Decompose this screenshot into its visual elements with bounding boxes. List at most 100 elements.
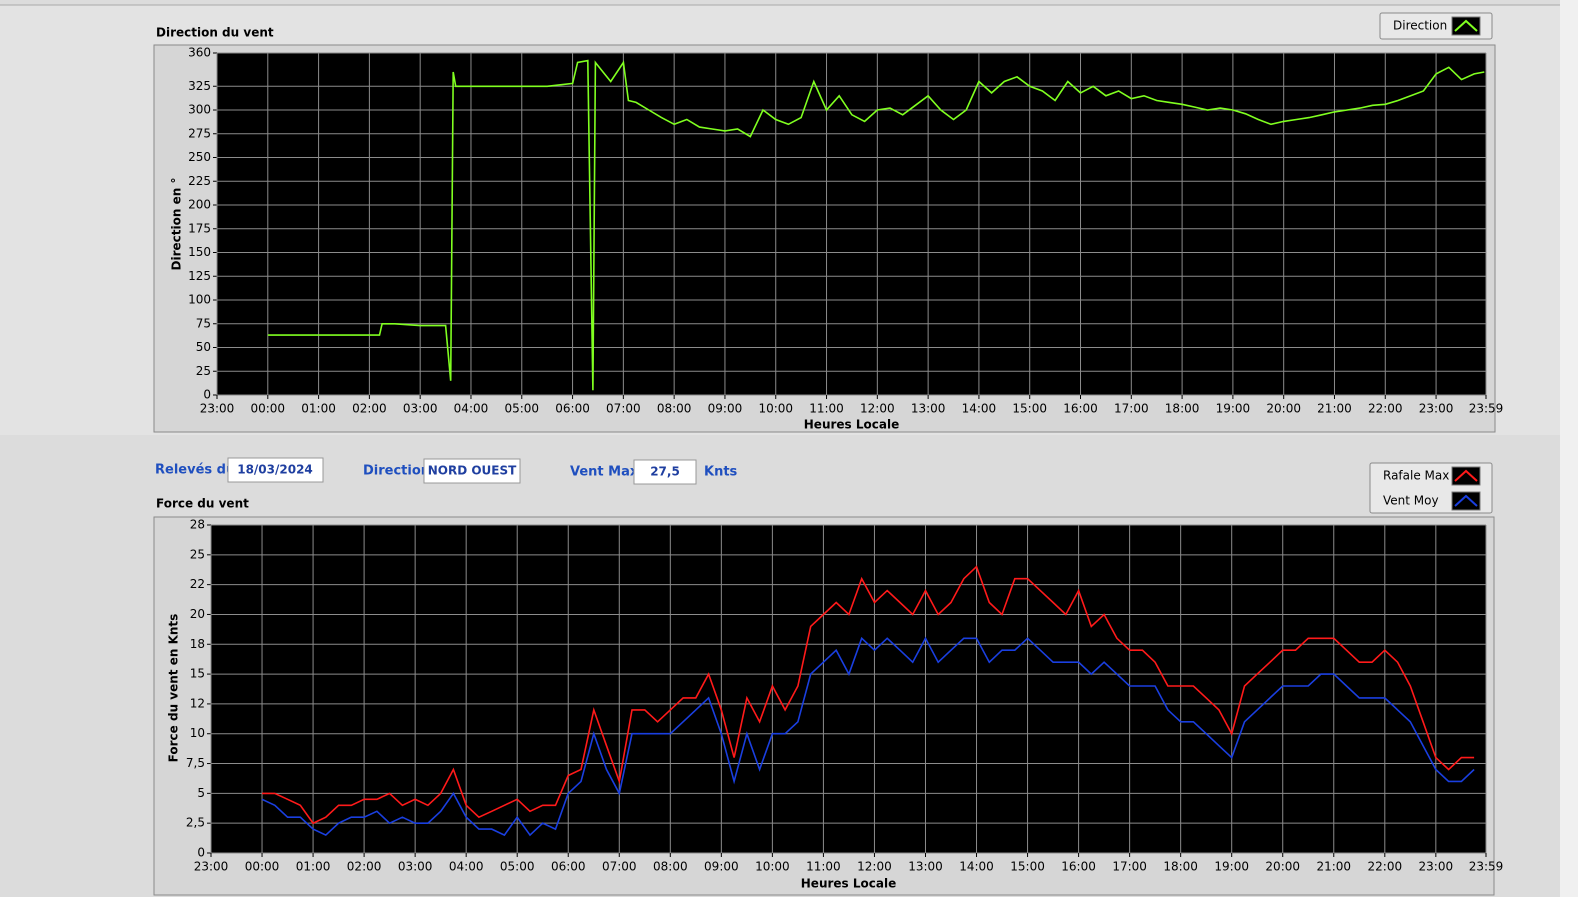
x-axis-title: Heures Locale <box>801 877 896 891</box>
x-tick-label: 01:00 <box>301 402 336 416</box>
x-tick-label: 23:59 <box>1469 402 1504 416</box>
y-axis-title: Force du vent en Knts <box>167 614 181 763</box>
y-tick-label: 7,5 <box>186 756 205 770</box>
y-tick-label: 25 <box>190 547 205 561</box>
y-tick-label: 10 <box>190 726 205 740</box>
legend-swatch <box>1454 19 1478 32</box>
plot-area <box>211 525 1486 853</box>
vent-max-value: 27,5 <box>650 465 680 479</box>
x-tick-label: 12:00 <box>857 860 892 874</box>
direction-box[interactable] <box>423 458 521 484</box>
date-value: 18/03/2024 <box>237 463 313 477</box>
y-tick-label: 300 <box>188 103 211 117</box>
x-tick-label: 13:00 <box>908 860 943 874</box>
x-tick-label: 10:00 <box>755 860 790 874</box>
x-tick-label: 00:00 <box>250 402 285 416</box>
x-tick-label: 04:00 <box>449 860 484 874</box>
x-tick-label: 07:00 <box>602 860 637 874</box>
y-tick-label: 2,5 <box>186 816 205 830</box>
y-tick-label: 18 <box>190 637 205 651</box>
x-tick-label: 18:00 <box>1165 402 1200 416</box>
x-tick-label: 17:00 <box>1112 860 1147 874</box>
direction-label: Direction <box>363 464 430 479</box>
x-tick-label: 04:00 <box>454 402 489 416</box>
x-tick-label: 01:00 <box>296 860 331 874</box>
y-tick-label: 100 <box>188 293 211 307</box>
x-tick-label: 23:00 <box>1419 402 1454 416</box>
series-line <box>262 565 1475 825</box>
legend-label: Rafale Max <box>1383 469 1449 483</box>
date-box[interactable] <box>227 457 324 483</box>
x-tick-label: 03:00 <box>398 860 433 874</box>
x-tick-label: 16:00 <box>1063 402 1098 416</box>
x-tick-label: 12:00 <box>860 402 895 416</box>
x-tick-label: 23:00 <box>200 402 235 416</box>
chart-title: Force du vent <box>156 497 249 511</box>
y-tick-label: 22 <box>190 577 205 591</box>
x-tick-label: 22:00 <box>1368 860 1403 874</box>
y-tick-label: 12 <box>190 696 205 710</box>
x-tick-label: 19:00 <box>1214 860 1249 874</box>
x-tick-label: 08:00 <box>653 860 688 874</box>
direction-value: NORD OUEST <box>428 464 517 478</box>
x-tick-label: 17:00 <box>1114 402 1149 416</box>
x-tick-label: 23:59 <box>1469 860 1504 874</box>
right-strip <box>1560 0 1578 897</box>
x-tick-label: 23:00 <box>194 860 229 874</box>
y-tick-label: 15 <box>190 667 205 681</box>
date-label: Relevés du <box>155 463 235 478</box>
y-tick-label: 325 <box>188 79 211 93</box>
legend-swatch <box>1454 494 1478 507</box>
series-line <box>267 59 1485 391</box>
x-tick-label: 22:00 <box>1368 402 1403 416</box>
y-tick-label: 360 <box>188 46 211 60</box>
x-tick-label: 10:00 <box>758 402 793 416</box>
vent-max-label: Vent Max <box>570 465 639 480</box>
y-tick-label: 75 <box>196 316 211 330</box>
y-tick-label: 0 <box>203 388 211 402</box>
x-tick-label: 14:00 <box>959 860 994 874</box>
x-tick-label: 15:00 <box>1012 402 1047 416</box>
x-tick-label: 14:00 <box>962 402 997 416</box>
y-tick-label: 125 <box>188 269 211 283</box>
x-tick-label: 07:00 <box>606 402 641 416</box>
y-axis-title: Direction en ° <box>170 178 184 271</box>
legend-icon <box>1451 466 1481 486</box>
y-tick-label: 20 <box>190 607 205 621</box>
x-tick-label: 11:00 <box>806 860 841 874</box>
x-tick-label: 09:00 <box>708 402 743 416</box>
y-tick-label: 0 <box>197 846 205 860</box>
y-tick-label: 200 <box>188 198 211 212</box>
x-tick-label: 00:00 <box>245 860 280 874</box>
legend-label: Direction <box>1393 19 1447 33</box>
y-tick-label: 150 <box>188 245 211 259</box>
x-tick-label: 20:00 <box>1266 402 1301 416</box>
x-tick-label: 09:00 <box>704 860 739 874</box>
y-tick-label: 5 <box>197 786 205 800</box>
legend-label: Vent Moy <box>1383 494 1439 508</box>
chart-title: Direction du vent <box>156 26 274 40</box>
legend-icon <box>1451 491 1481 511</box>
x-tick-label: 21:00 <box>1317 402 1352 416</box>
unit-label: Knts <box>704 465 738 480</box>
x-tick-label: 23:00 <box>1419 860 1454 874</box>
x-tick-label: 19:00 <box>1216 402 1251 416</box>
x-tick-label: 21:00 <box>1316 860 1351 874</box>
x-tick-label: 06:00 <box>555 402 590 416</box>
plot-area <box>217 53 1486 395</box>
x-tick-label: 13:00 <box>911 402 946 416</box>
x-tick-label: 15:00 <box>1010 860 1045 874</box>
x-tick-label: 20:00 <box>1265 860 1300 874</box>
y-tick-label: 250 <box>188 150 211 164</box>
y-tick-label: 175 <box>188 221 211 235</box>
x-tick-label: 03:00 <box>403 402 438 416</box>
x-tick-label: 02:00 <box>347 860 382 874</box>
vent-max-box[interactable] <box>633 459 697 485</box>
x-axis-title: Heures Locale <box>804 418 899 432</box>
y-tick-label: 28 <box>190 518 205 532</box>
x-tick-label: 05:00 <box>504 402 539 416</box>
y-tick-label: 225 <box>188 174 211 188</box>
x-tick-label: 18:00 <box>1163 860 1198 874</box>
